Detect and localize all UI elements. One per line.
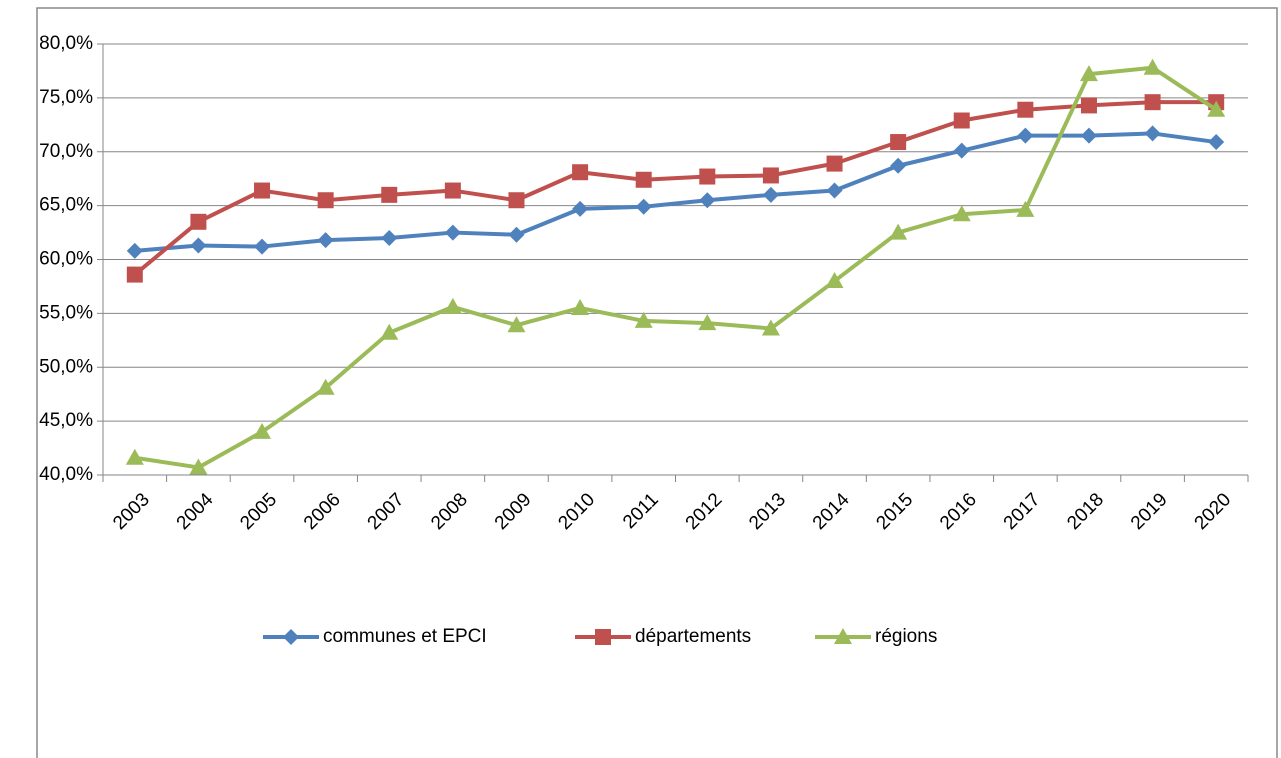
data-point [635,198,652,215]
legend-marker [283,629,299,645]
x-tick-label: 2019 [1127,489,1172,534]
data-point [762,186,779,203]
data-point [316,378,335,395]
data-point [1143,58,1162,75]
x-tick-label: 2018 [1063,489,1108,534]
x-tick-label: 2010 [554,489,599,534]
data-point [1208,134,1225,151]
series-line [134,65,1218,470]
data-point [1144,125,1161,142]
data-point [381,186,398,203]
y-tick-label: 60,0% [39,249,93,270]
legend-marker [834,628,852,644]
data-point [507,316,526,333]
data-point [189,458,208,475]
data-point [508,192,525,209]
x-tick-label: 2016 [936,489,981,534]
x-tick-label: 2003 [109,489,154,534]
data-point [1017,127,1034,144]
data-point [890,157,907,174]
data-point [698,314,717,331]
legend-label: régions [875,626,937,647]
data-point [825,272,844,289]
data-point [1080,97,1097,114]
data-point [508,226,525,243]
data-point [634,311,653,328]
x-tick-label: 2005 [236,489,281,534]
data-point [125,448,144,465]
y-tick-label: 50,0% [39,356,93,377]
data-point [889,223,908,240]
data-point [571,298,590,315]
data-point [380,323,399,340]
data-point [444,182,461,199]
y-tick-label: 55,0% [39,302,93,323]
data-point [826,155,843,172]
x-tick-label: 2015 [872,489,917,534]
data-point [381,229,398,246]
x-tick-label: 2004 [173,489,218,534]
data-point [1017,101,1034,118]
x-tick-label: 2013 [745,489,790,534]
data-point [444,224,461,241]
data-point [126,242,143,259]
legend-label: départements [635,626,751,647]
data-point [190,237,207,254]
data-point [190,213,207,230]
x-tick-label: 2012 [682,489,727,534]
data-point [1207,100,1226,117]
legend-label: communes et EPCI [323,626,487,647]
data-point [317,232,334,249]
x-tick-label: 2020 [1191,489,1236,534]
data-point [826,182,843,199]
data-point [699,168,716,185]
x-tick-label: 2014 [809,489,854,534]
series-line [133,100,1217,277]
data-point [317,192,334,209]
data-point [952,205,971,222]
y-tick-label: 80,0% [39,33,93,54]
x-tick-label: 2008 [427,489,472,534]
data-point [1079,65,1098,82]
x-tick-label: 2011 [619,489,663,533]
data-point [253,422,272,439]
data-point [1016,200,1035,217]
data-point [699,192,716,209]
data-point [572,200,589,217]
data-point [635,171,652,188]
series-line [134,131,1217,253]
y-tick-label: 75,0% [39,87,93,108]
legend-marker [595,629,611,645]
y-tick-label: 70,0% [39,141,93,162]
y-tick-label: 65,0% [39,195,93,216]
data-point [572,164,589,181]
x-tick-label: 2017 [1000,489,1045,534]
data-point [953,142,970,159]
y-tick-label: 45,0% [39,410,93,431]
x-tick-label: 2007 [364,489,409,534]
data-point [254,182,271,199]
data-point [1080,127,1097,144]
x-tick-label: 2006 [300,489,345,534]
data-point [953,112,970,129]
chart-border [36,7,1278,758]
data-point [1144,94,1161,111]
data-point [762,167,779,184]
data-point [761,319,780,336]
x-tick-label: 2009 [491,489,536,534]
data-point [126,266,143,283]
data-point [443,297,462,314]
data-point [890,134,907,151]
y-tick-label: 40,0% [39,464,93,485]
data-point [254,238,271,255]
